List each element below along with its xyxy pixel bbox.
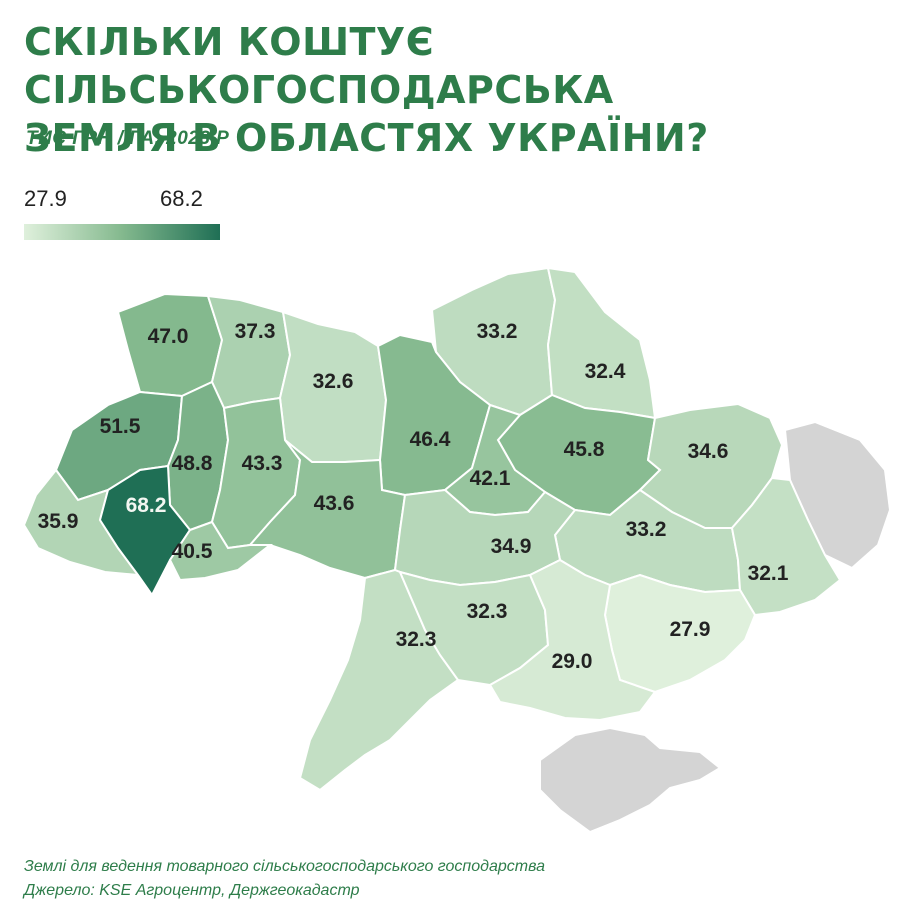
region-zakarpattia	[22, 468, 141, 577]
region-kherson	[488, 558, 657, 722]
subtitle: ТИС ГРН / ГА, 2023 Р	[26, 128, 230, 149]
region-label-zaporizhzhia: 27.9	[670, 618, 711, 641]
region-label-ternopil: 48.8	[172, 452, 213, 475]
region-label-sumy: 32.4	[585, 360, 626, 383]
region-label-kherson: 29.0	[552, 650, 593, 673]
region-label-zhytomyr: 32.6	[313, 370, 354, 393]
region-label-kirovohrad: 34.9	[491, 535, 532, 558]
region-label-mykolaiv: 32.3	[467, 600, 508, 623]
region-label-vinnytsia: 43.6	[314, 492, 355, 515]
ukraine-map: 47.0 37.3 32.6 33.2 32.4 51.5 46.4 45.8 …	[22, 266, 892, 834]
region-label-khmelnytskyi: 43.3	[242, 452, 283, 475]
region-label-rivne: 37.3	[235, 320, 276, 343]
region-label-kharkiv: 34.6	[688, 440, 729, 463]
region-label-kyiv: 46.4	[410, 428, 451, 451]
region-chernivtsi	[168, 520, 273, 582]
title-line-1: СКІЛЬКИ КОШТУЄ СІЛЬСЬКОГОСПОДАРСЬКА	[24, 20, 614, 112]
region-sumy	[546, 266, 657, 420]
region-rivne	[206, 294, 292, 410]
legend-min-label: 27.9	[24, 186, 67, 211]
title-line-2: ЗЕМЛЯ В ОБЛАСТЯХ УКРАЇНИ?	[24, 116, 709, 160]
region-label-chernihiv: 33.2	[477, 320, 518, 343]
footnote-source: Джерело: KSE Агроцентр, Держгеокадастр	[24, 882, 360, 899]
legend-color-scale	[24, 224, 220, 240]
region-label-cherkasy: 42.1	[470, 467, 511, 490]
legend-max-label: 68.2	[160, 186, 203, 211]
footnote-description: Землі для ведення товарного сільськогосп…	[24, 858, 545, 875]
region-label-dnipropetrovsk: 33.2	[626, 518, 667, 541]
region-label-donetsk: 32.1	[748, 562, 789, 585]
region-label-poltava: 45.8	[564, 438, 605, 461]
region-label-odesa: 32.3	[396, 628, 437, 651]
region-label-ivano-frankivsk: 68.2	[126, 494, 167, 517]
region-label-volyn: 47.0	[148, 325, 189, 348]
region-label-zakarpattia: 35.9	[38, 510, 79, 533]
region-label-lviv: 51.5	[100, 415, 141, 438]
page-title: СКІЛЬКИ КОШТУЄ СІЛЬСЬКОГОСПОДАРСЬКА ЗЕМЛ…	[24, 18, 884, 162]
region-no-data-crimea	[539, 726, 722, 834]
region-label-chernivtsi: 40.5	[172, 540, 213, 563]
